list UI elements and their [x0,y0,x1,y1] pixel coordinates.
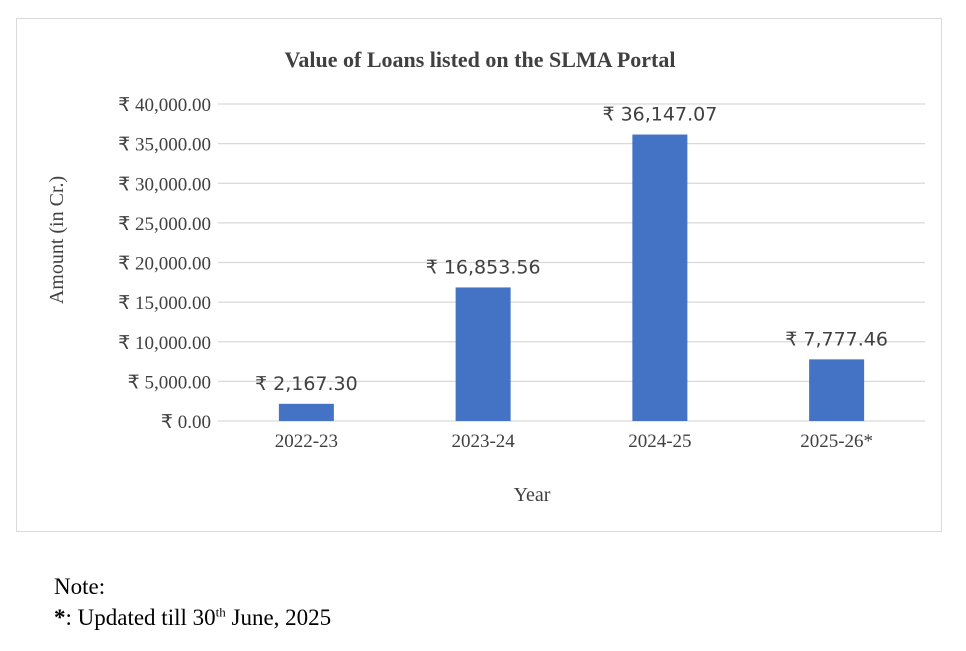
y-tick-label: ₹ 30,000.00 [118,174,211,195]
chart-title: Value of Loans listed on the SLMA Portal [285,47,676,72]
bar-value-label: ₹ 2,167.30 [255,373,358,395]
y-tick-label: ₹ 40,000.00 [118,95,211,116]
note-marker: * [54,605,66,630]
bar [455,287,511,421]
data-labels: ₹ 2,167.30 ₹ 16,853.56 ₹ 36,147.07 ₹ 7,777.… [255,104,888,395]
x-tick-label: 2023-24 [451,431,515,452]
bar [278,403,334,421]
y-tick-label: ₹ 15,000.00 [118,293,211,314]
y-tick-label: ₹ 20,000.00 [118,254,211,275]
y-tick-label: ₹ 5,000.00 [128,372,211,393]
y-axis-title: Amount (in Cr.) [46,176,68,304]
y-tick-label: ₹ 10,000.00 [118,333,211,354]
x-axis-title: Year [514,484,551,506]
x-tick-label: 2025-26* [800,431,873,452]
y-tick-label: ₹ 35,000.00 [118,135,211,156]
x-axis-ticks: 2022-23 2023-24 2024-25 2025-26* [275,431,873,452]
bar-value-label: ₹ 16,853.56 [426,256,541,278]
bars [278,134,865,421]
bar [632,134,688,421]
y-axis-ticks: ₹ 0.00 ₹ 5,000.00 ₹ 10,000.00 ₹ 15,000.00 ₹ … [118,95,211,433]
y-tick-label: ₹ 25,000.00 [118,214,211,235]
note-line: *: Updated till 30th June, 2025 [54,602,331,633]
x-tick-label: 2022-23 [275,431,338,452]
footnote: Note: *: Updated till 30th June, 2025 [54,571,331,633]
bar-chart: Value of Loans listed on the SLMA Portal… [46,47,925,506]
bar-value-label: ₹ 7,777.46 [785,328,888,350]
note-text: : Updated till 30 [65,605,216,630]
bar [809,359,865,421]
note-heading: Note: [54,574,106,599]
note-superscript: th [215,604,226,620]
note-text-end: June, 2025 [225,605,332,630]
y-tick-label: ₹ 0.00 [161,412,211,433]
x-tick-label: 2024-25 [628,431,691,452]
gridlines [218,103,925,422]
bar-value-label: ₹ 36,147.07 [602,104,717,126]
